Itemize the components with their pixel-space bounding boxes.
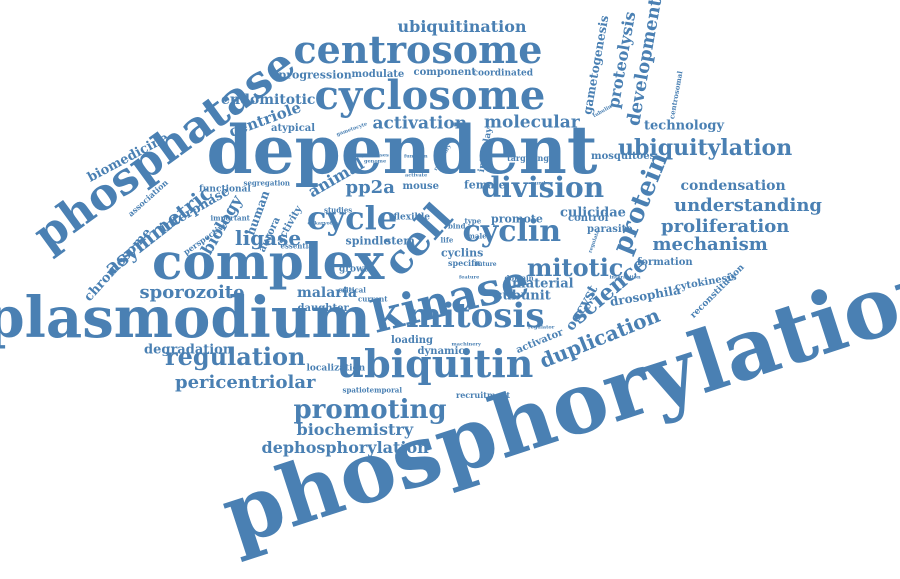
- word-parasite: parasite: [587, 224, 633, 235]
- word-sporozoite: sporozoite: [139, 282, 245, 303]
- word-technology: technology: [644, 118, 725, 134]
- word-biochemistry: biochemistry: [296, 420, 414, 439]
- word-important: important: [210, 213, 250, 223]
- word-control: control: [568, 213, 609, 224]
- word-cyclins: cyclins: [441, 246, 484, 260]
- word-mouse: mouse: [402, 181, 440, 192]
- word-recruitment: recruitment: [456, 390, 511, 400]
- word-mechanism: mechanism: [652, 234, 768, 255]
- word-dynamic: dynamic: [417, 346, 465, 357]
- word-cyclosome: cyclosome: [314, 72, 546, 119]
- word-centrosome: centrosome: [293, 27, 543, 72]
- word-genome: genome: [364, 158, 387, 165]
- word-loading: loading: [391, 335, 434, 346]
- word-current: current: [358, 294, 388, 304]
- word-proliferation: proliferation: [661, 216, 790, 237]
- word-tubulin: tubulin: [592, 103, 613, 120]
- word-segregation: segregation: [243, 178, 291, 188]
- word-atypical: atypical: [271, 123, 316, 134]
- word-machinery: machinery: [451, 341, 481, 348]
- word-mitotic: mitotic: [527, 253, 624, 282]
- word-degradation: degradation: [144, 342, 233, 358]
- word-critical: critical: [338, 285, 366, 295]
- word-dephosphorylation: dephosphorylation: [261, 438, 429, 457]
- word-condensation: condensation: [680, 178, 786, 194]
- word-pericentriolar: pericentriolar: [175, 372, 316, 393]
- word-growth: growth: [339, 264, 375, 275]
- word-endomitotic: endomitotic: [221, 92, 316, 108]
- word-domain: domain: [504, 273, 534, 283]
- word-regulator: regulator: [528, 324, 555, 331]
- word-eukaryotes: eukaryotes: [307, 220, 339, 227]
- word-spatiotemporal: spatiotemporal: [342, 385, 402, 395]
- word-feature: feature: [459, 274, 480, 281]
- word-function: function: [404, 153, 428, 160]
- word-number: number: [531, 180, 553, 187]
- word-flexible: flexible: [393, 212, 431, 223]
- word-promoting: promoting: [293, 395, 447, 425]
- word-daughter: daughter: [297, 303, 349, 314]
- word-functional: functional: [199, 184, 251, 195]
- word-bind: bind: [448, 221, 466, 231]
- word-regulation: regulation: [165, 342, 306, 371]
- word-promote: promote: [491, 212, 543, 226]
- word-male: male: [467, 231, 487, 241]
- word-coordinated: coordinated: [472, 68, 534, 79]
- word-specific: specific: [448, 258, 482, 268]
- word-female: female: [464, 178, 506, 192]
- word-activate: activate: [405, 172, 428, 179]
- word-ubiquitin: ubiquitin: [336, 341, 534, 386]
- word-material: material: [512, 276, 574, 292]
- word-progression: progression: [278, 68, 352, 82]
- word-division: division: [481, 171, 605, 204]
- word-stem: stem: [385, 234, 415, 248]
- word-mitosis: mitosis: [406, 296, 545, 336]
- word-activation: activation: [372, 113, 468, 134]
- word-type: type: [464, 216, 482, 226]
- word-processes: processes: [361, 152, 389, 159]
- word-cyclin: cyclin: [462, 214, 562, 249]
- word-pp2a: pp2a: [345, 177, 395, 198]
- word-modulate: modulate: [351, 69, 405, 80]
- word-molecular: molecular: [484, 112, 580, 133]
- word-dependent: dependent: [206, 111, 598, 189]
- word-plasmodium: plasmodium: [0, 285, 371, 351]
- word-spindle: spindle: [345, 234, 391, 248]
- word-essential: essential: [280, 241, 316, 251]
- word-interaction: interaction: [609, 274, 641, 281]
- word-life: life: [440, 235, 454, 245]
- word-future: future: [475, 261, 497, 268]
- word-complex: complex: [152, 232, 385, 291]
- word-subunit: subunit: [495, 288, 551, 304]
- word-targeting: targeting: [507, 153, 549, 163]
- word-formation: formation: [637, 257, 693, 268]
- word-mosquitoes: mosquitoes: [591, 151, 656, 162]
- word-malaria: malaria: [297, 285, 358, 301]
- word-component: component: [413, 67, 477, 78]
- word-cycle: cycle: [307, 199, 398, 237]
- word-localization: localization: [306, 363, 366, 374]
- word-understanding: understanding: [674, 195, 822, 216]
- word-culicidae: culicidae: [560, 205, 626, 221]
- word-studies: studies: [324, 205, 353, 215]
- word-ubiquitylation: ubiquitylation: [618, 135, 793, 161]
- word-centrosomal: centrosomal: [667, 70, 685, 120]
- word-ubiquitination: ubiquitination: [397, 17, 527, 36]
- word-ligase: ligase: [235, 226, 302, 250]
